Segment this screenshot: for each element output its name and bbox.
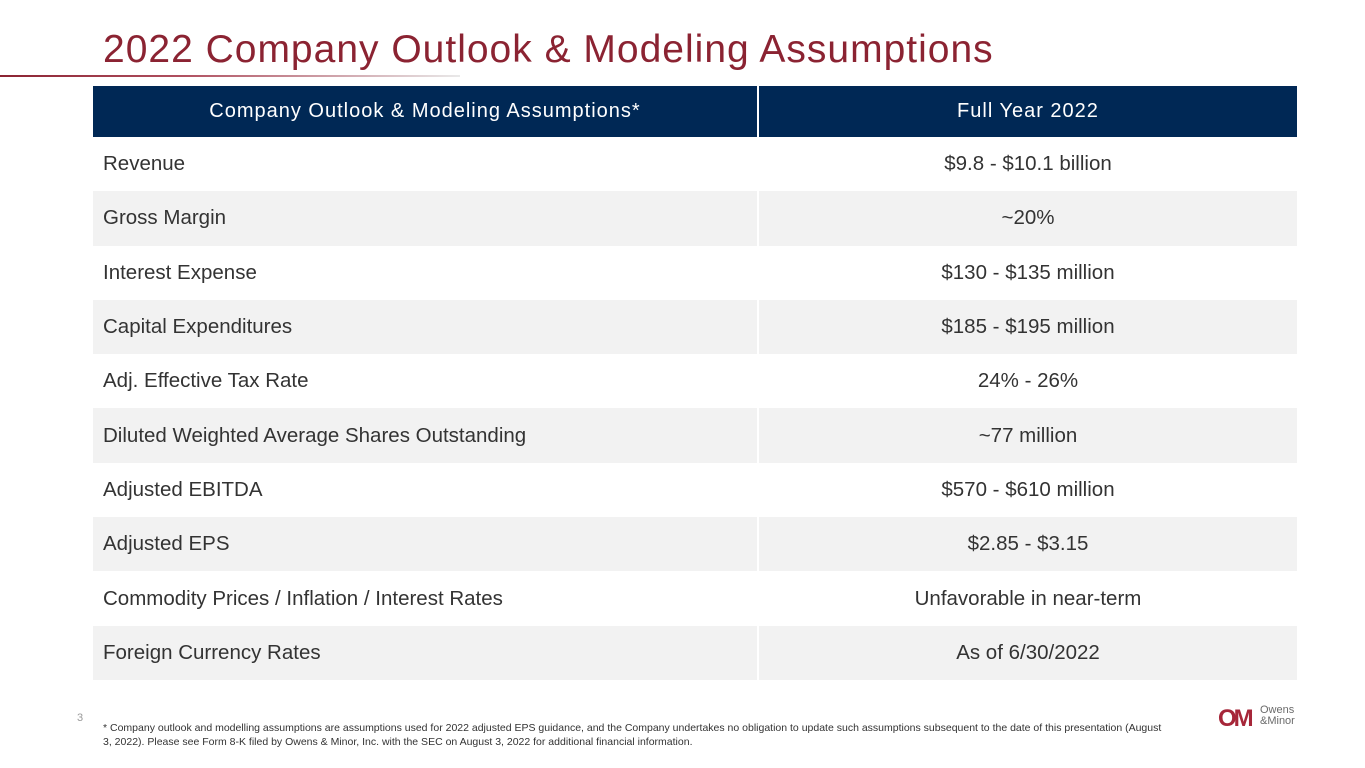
row-label: Adjusted EBITDA	[103, 477, 263, 501]
logo-name: Owens &Minor	[1260, 705, 1295, 727]
table-row: Adjusted EBITDA $570 - $610 million	[93, 462, 1297, 518]
logo-name-line2: &Minor	[1260, 715, 1295, 727]
row-label: Gross Margin	[93, 191, 758, 246]
row-label: Adj. Effective Tax Rate	[103, 369, 309, 393]
table-row: Revenue $9.8 - $10.1 billion	[93, 137, 1297, 192]
outlook-table: Company Outlook & Modeling Assumptions* …	[93, 86, 1297, 680]
logo-name-line1: Owens	[1260, 704, 1295, 716]
table-row: Interest Expense $130 - $135 million	[93, 245, 1297, 300]
table-row: Commodity Prices / Inflation / Interest …	[93, 571, 1297, 626]
row-value: ~20%	[757, 191, 1297, 246]
row-value: Unfavorable in near-term	[757, 571, 1297, 626]
row-label: Interest Expense	[103, 260, 257, 284]
slide-title: 2022 Company Outlook & Modeling Assumpti…	[103, 28, 994, 71]
header-full-year: Full Year 2022	[757, 86, 1297, 137]
row-value: 24% - 26%	[757, 354, 1297, 409]
table-header-row: Company Outlook & Modeling Assumptions* …	[93, 86, 1297, 137]
row-label: Revenue	[103, 152, 186, 176]
row-value: $9.8 - $10.1 billion	[757, 137, 1297, 192]
header-assumptions: Company Outlook & Modeling Assumptions*	[93, 86, 758, 137]
table-row: Foreign Currency Rates As of 6/30/2022	[93, 625, 1297, 680]
row-value: $2.85 - $3.15	[757, 517, 1297, 572]
table-row: Diluted Weighted Average Shares Outstand…	[93, 408, 1297, 463]
row-label: Adjusted EPS	[93, 517, 758, 572]
table-row: Adj. Effective Tax Rate 24% - 26%	[93, 354, 1297, 409]
owens-minor-logo: OM Owens &Minor	[1218, 703, 1310, 733]
row-value: $130 - $135 million	[757, 245, 1297, 300]
title-underline	[0, 75, 460, 77]
table-row: Gross Margin ~20%	[93, 191, 1297, 246]
logo-mark: OM	[1218, 705, 1254, 732]
page-number: 3	[77, 712, 84, 724]
row-label: Commodity Prices / Inflation / Interest …	[103, 586, 503, 610]
row-label: Capital Expenditures	[93, 299, 758, 355]
row-value: $185 - $195 million	[757, 299, 1297, 355]
row-label: Foreign Currency Rates	[93, 625, 758, 680]
table-row: Adjusted EPS $2.85 - $3.15	[93, 517, 1297, 572]
row-value: ~77 million	[757, 408, 1297, 463]
row-value: As of 6/30/2022	[757, 625, 1297, 680]
footnote: * Company outlook and modelling assumpti…	[103, 722, 1162, 748]
row-label: Diluted Weighted Average Shares Outstand…	[93, 408, 758, 463]
row-value: $570 - $610 million	[757, 462, 1297, 518]
table-row: Capital Expenditures $185 - $195 million	[93, 299, 1297, 355]
